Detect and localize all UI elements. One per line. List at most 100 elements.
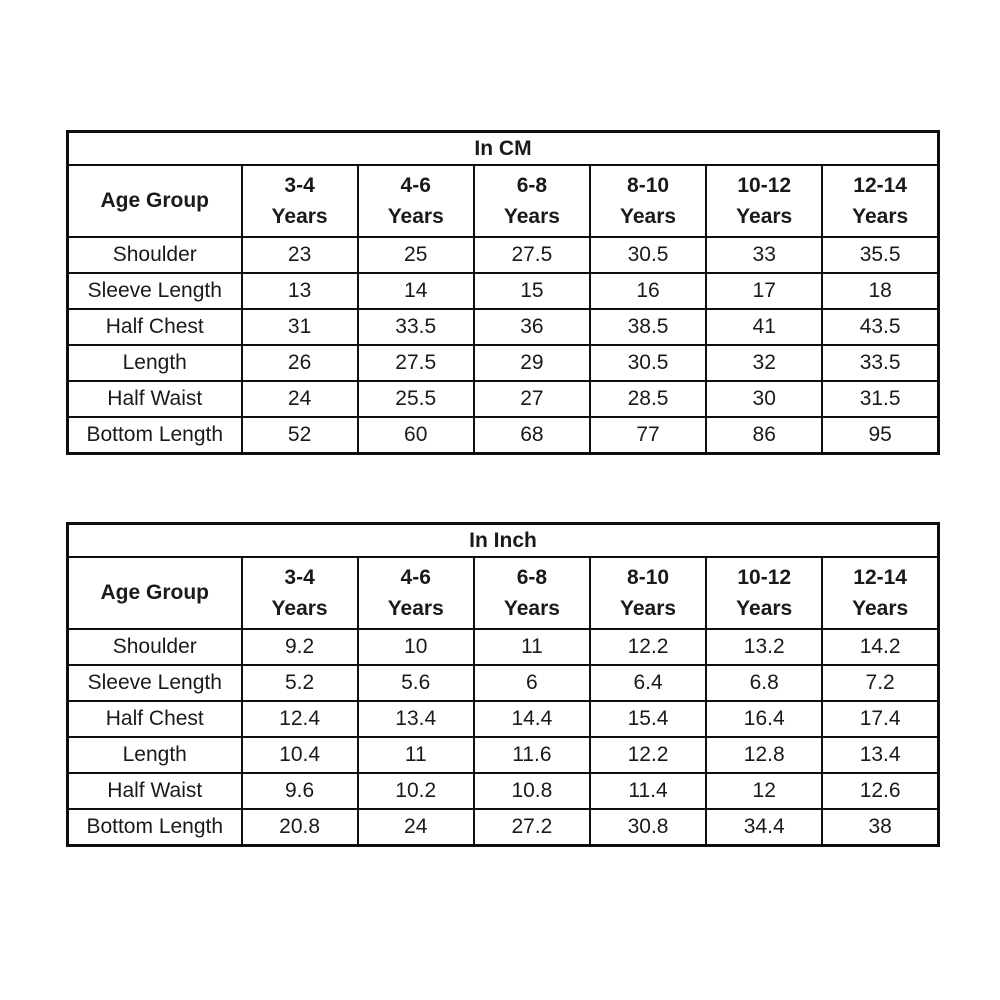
row-label: Bottom Length (66, 416, 243, 455)
age-unit-label: Years (271, 205, 328, 228)
cell-value: 16.4 (705, 700, 824, 738)
table-body: Shoulder 23 25 27.5 30.5 33 35.5 Sleeve Length 1… (66, 236, 940, 455)
column-header-12-14-years: 12-14 Years (821, 164, 940, 238)
age-unit-label: Years (736, 205, 793, 228)
row-label: Sleeve Length (66, 272, 243, 310)
cell-value: 25.5 (356, 380, 475, 418)
cell-value: 77 (588, 416, 708, 455)
cell-value: 11 (356, 736, 475, 774)
table-title: In Inch (66, 522, 940, 558)
row-label: Length (66, 344, 243, 382)
row-label: Half Chest (66, 308, 243, 346)
cell-value: 11 (472, 628, 591, 666)
cell-value: 30 (705, 380, 824, 418)
cell-value: 27 (472, 380, 591, 418)
row-label: Bottom Length (66, 808, 243, 847)
cell-value: 6.4 (588, 664, 708, 702)
table-title-row: In Inch (66, 522, 940, 558)
age-unit-label: Years (620, 597, 677, 620)
size-table-cm: In CM Age Group 3-4 Years 4-6 Years 6-8 Years… (66, 130, 940, 455)
cell-value: 31.5 (821, 380, 940, 418)
cell-value: 9.2 (240, 628, 359, 666)
cell-value: 13.2 (705, 628, 824, 666)
column-header-6-8-years: 6-8 Years (472, 164, 591, 238)
row-label: Half Chest (66, 700, 243, 738)
age-range-label: 6-8 (516, 174, 548, 197)
cell-value: 14.4 (472, 700, 591, 738)
cell-value: 33.5 (356, 308, 475, 346)
cell-value: 23 (240, 236, 359, 274)
row-label: Half Waist (66, 380, 243, 418)
cell-value: 12.6 (821, 772, 940, 810)
cell-value: 15.4 (588, 700, 708, 738)
cell-value: 24 (240, 380, 359, 418)
table-row: Bottom Length 20.8 24 27.2 30.8 34.4 38 (66, 808, 940, 847)
column-header-4-6-years: 4-6 Years (356, 164, 475, 238)
cell-value: 30.5 (588, 344, 708, 382)
cell-value: 12.2 (588, 736, 708, 774)
table-row: Shoulder 23 25 27.5 30.5 33 35.5 (66, 236, 940, 274)
row-label: Length (66, 736, 243, 774)
age-range-label: 6-8 (516, 566, 548, 589)
table-body: Shoulder 9.2 10 11 12.2 13.2 14.2 Sleeve Length… (66, 628, 940, 847)
cell-value: 27.5 (472, 236, 591, 274)
column-header-10-12-years: 10-12 Years (705, 164, 824, 238)
cell-value: 38.5 (588, 308, 708, 346)
cell-value: 28.5 (588, 380, 708, 418)
table-row: Half Chest 12.4 13.4 14.4 15.4 16.4 17.4 (66, 700, 940, 738)
cell-value: 10.8 (472, 772, 591, 810)
table-title-row: In CM (66, 130, 940, 166)
cell-value: 11.6 (472, 736, 591, 774)
cell-value: 12.8 (705, 736, 824, 774)
column-header-4-6-years: 4-6 Years (356, 556, 475, 630)
cell-value: 52 (240, 416, 359, 455)
cell-value: 33 (705, 236, 824, 274)
cell-value: 32 (705, 344, 824, 382)
table-row: Sleeve Length 13 14 15 16 17 18 (66, 272, 940, 310)
column-header-8-10-years: 8-10 Years (588, 164, 708, 238)
cell-value: 30.5 (588, 236, 708, 274)
table-row: Length 26 27.5 29 30.5 32 33.5 (66, 344, 940, 382)
cell-value: 6.8 (705, 664, 824, 702)
column-header-6-8-years: 6-8 Years (472, 556, 591, 630)
cell-value: 13 (240, 272, 359, 310)
row-label: Half Waist (66, 772, 243, 810)
age-unit-label: Years (620, 205, 677, 228)
age-range-label: 12-14 (853, 566, 907, 589)
cell-value: 16 (588, 272, 708, 310)
cell-value: 34.4 (705, 808, 824, 847)
age-unit-label: Years (271, 597, 328, 620)
cell-value: 5.2 (240, 664, 359, 702)
age-unit-label: Years (852, 205, 909, 228)
cell-value: 12.4 (240, 700, 359, 738)
cell-value: 31 (240, 308, 359, 346)
table-row: Half Waist 9.6 10.2 10.8 11.4 12 12.6 (66, 772, 940, 810)
column-header-row: Age Group 3-4 Years 4-6 Years 6-8 Years 8-10 Ye… (66, 164, 940, 238)
cell-value: 14 (356, 272, 475, 310)
cell-value: 6 (472, 664, 591, 702)
column-header-8-10-years: 8-10 Years (588, 556, 708, 630)
cell-value: 27.2 (472, 808, 591, 847)
cell-value: 24 (356, 808, 475, 847)
cell-value: 38 (821, 808, 940, 847)
age-group-header: Age Group (66, 556, 243, 630)
cell-value: 41 (705, 308, 824, 346)
cell-value: 26 (240, 344, 359, 382)
cell-value: 15 (472, 272, 591, 310)
column-header-3-4-years: 3-4 Years (240, 556, 359, 630)
age-range-label: 3-4 (284, 566, 315, 589)
cell-value: 9.6 (240, 772, 359, 810)
cell-value: 7.2 (821, 664, 940, 702)
cell-value: 35.5 (821, 236, 940, 274)
age-unit-label: Years (852, 597, 909, 620)
table-row: Half Chest 31 33.5 36 38.5 41 43.5 (66, 308, 940, 346)
cell-value: 10 (356, 628, 475, 666)
cell-value: 5.6 (356, 664, 475, 702)
column-header-3-4-years: 3-4 Years (240, 164, 359, 238)
column-header-row: Age Group 3-4 Years 4-6 Years 6-8 Years 8-10 Ye… (66, 556, 940, 630)
age-range-label: 4-6 (400, 174, 431, 197)
age-group-header: Age Group (66, 164, 243, 238)
age-range-label: 4-6 (400, 566, 431, 589)
cell-value: 33.5 (821, 344, 940, 382)
age-range-label: 10-12 (737, 174, 792, 197)
